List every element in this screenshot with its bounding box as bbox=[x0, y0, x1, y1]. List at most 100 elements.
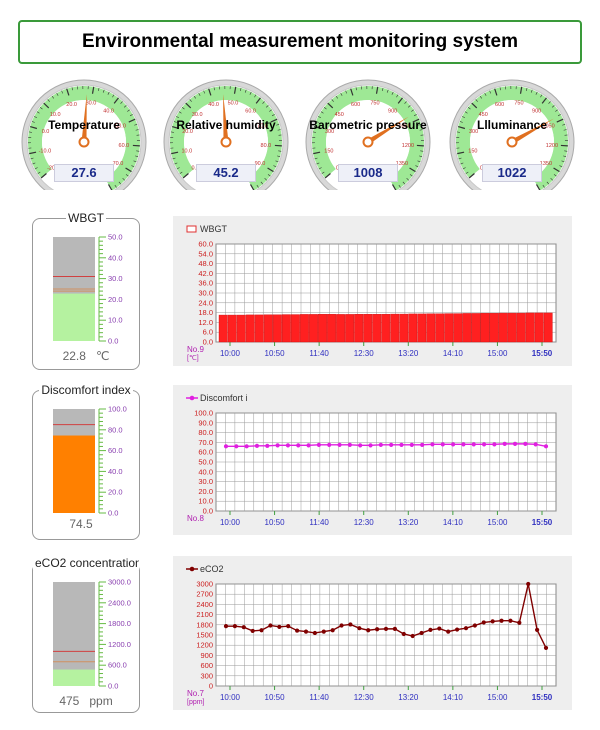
gauge-tick-label: 600 bbox=[495, 102, 504, 108]
data-point bbox=[420, 442, 425, 447]
gauge-tick-label: 40.0 bbox=[103, 108, 114, 114]
data-bar bbox=[381, 314, 391, 343]
page-title: Environmental measurement monitoring sys… bbox=[81, 31, 519, 52]
data-point bbox=[533, 442, 538, 447]
x-tick-label: 14:10 bbox=[443, 349, 464, 358]
data-bar bbox=[263, 314, 273, 343]
gauge-tick bbox=[456, 131, 460, 133]
wbgt-chart: 60.0 54.0 48.0 42.0 36.0 30.0 24.0 18.0 12.0 6.0 0… bbox=[173, 216, 572, 366]
gauge-tick bbox=[406, 178, 410, 181]
data-point bbox=[223, 624, 229, 629]
gauge-tick bbox=[468, 173, 475, 179]
gauge-tick-label: 1350 bbox=[540, 161, 552, 167]
gauge-tick bbox=[563, 155, 567, 157]
gauge-tick-label: 10.0 bbox=[50, 112, 61, 118]
gauge-tick bbox=[316, 162, 320, 165]
gauge-tick bbox=[556, 118, 564, 123]
wbgt-meter-panel: WBGT 50.0 40.0 30.0 20.0 10.0 0.0 22.8 ℃ bbox=[32, 211, 140, 370]
gauge-tick bbox=[391, 184, 397, 190]
gauge-tick bbox=[208, 88, 212, 96]
x-tick-label: 15:00 bbox=[487, 518, 508, 527]
gauge-tick bbox=[51, 95, 54, 99]
data-point bbox=[339, 623, 344, 628]
gauge-tick bbox=[314, 125, 322, 130]
data-bar bbox=[390, 313, 400, 343]
gauge-tick bbox=[172, 157, 176, 160]
x-tick-label: 12:30 bbox=[354, 349, 375, 358]
x-tick-label: 10:50 bbox=[265, 349, 286, 358]
gauge-value: 27.6 bbox=[54, 164, 114, 182]
y-tick-label: 80.0 bbox=[198, 428, 213, 437]
gauge-tick bbox=[176, 116, 179, 119]
eco2-chart: 3000 2700 2400 2100 1800 1500 1200 900 600 300 0 eC… bbox=[173, 556, 572, 710]
data-point bbox=[254, 443, 260, 448]
data-point bbox=[223, 444, 229, 449]
gauge-tick bbox=[131, 165, 135, 168]
gauge-tick bbox=[260, 181, 264, 185]
gauge-tick bbox=[542, 184, 545, 188]
meter-scale-label: 0.0 bbox=[108, 337, 118, 346]
x-tick-label: 13:20 bbox=[398, 693, 419, 702]
data-bar bbox=[300, 314, 309, 343]
data-point bbox=[526, 581, 531, 587]
data-point bbox=[512, 441, 518, 446]
discomfort-meter-panel: Discomfort index 100.0 80.0 60.0 40.0 20.0 0.… bbox=[32, 383, 140, 540]
meter-scale-label: 10.0 bbox=[108, 316, 123, 325]
gauge-tick bbox=[203, 90, 206, 94]
gauge-tick bbox=[71, 87, 73, 91]
gauge-tick bbox=[413, 114, 417, 117]
y-tick-label: 0.0 bbox=[203, 507, 213, 516]
gauge-tick bbox=[412, 118, 420, 123]
gauge-tick bbox=[323, 106, 327, 110]
legend-label: Discomfort i bbox=[200, 393, 248, 403]
gauge-tick-label: 450 bbox=[479, 112, 488, 118]
gauge-tick bbox=[133, 160, 137, 163]
gauge-tick bbox=[415, 165, 419, 168]
data-bar bbox=[417, 313, 427, 343]
gauge-tick bbox=[112, 94, 115, 98]
data-point bbox=[392, 626, 397, 631]
data-point bbox=[375, 627, 380, 632]
data-point bbox=[277, 624, 282, 629]
gauge-tick bbox=[555, 109, 558, 112]
gauge-tick-label: 1200 bbox=[546, 143, 558, 149]
data-point bbox=[419, 630, 424, 636]
y-tick-label: 1500 bbox=[196, 631, 213, 640]
gauge-tick bbox=[564, 150, 568, 152]
y-tick-label: 24.0 bbox=[198, 298, 213, 307]
gauge-tick bbox=[107, 91, 110, 95]
data-point bbox=[316, 442, 322, 447]
gauge-tick bbox=[418, 124, 422, 126]
data-bar bbox=[218, 314, 228, 343]
meter-background bbox=[53, 582, 95, 686]
data-bar bbox=[336, 314, 345, 343]
gauge-tick bbox=[172, 125, 180, 130]
meter-fill bbox=[53, 669, 95, 686]
gauge-tick bbox=[479, 95, 482, 99]
y-tick-label: 1200 bbox=[196, 641, 213, 650]
corner-label: No.8 bbox=[187, 514, 204, 523]
gauge-tick bbox=[559, 165, 563, 168]
gauge-tick bbox=[129, 114, 133, 117]
gauge-tick bbox=[32, 162, 36, 165]
panel-title: Discomfort index bbox=[39, 383, 133, 397]
gauge-tick-label: 1050 bbox=[542, 124, 554, 130]
gauge-value: 1022 bbox=[482, 164, 542, 182]
data-point bbox=[430, 442, 435, 447]
gauge-tick-label: 600 bbox=[351, 102, 360, 108]
meter-fill bbox=[53, 435, 95, 513]
x-tick-label: 12:30 bbox=[354, 518, 375, 527]
y-tick-label: 50.0 bbox=[198, 458, 213, 467]
gauge-tick bbox=[171, 151, 179, 155]
gauge-tick bbox=[256, 184, 259, 188]
data-point bbox=[234, 444, 239, 449]
data-bar bbox=[236, 314, 246, 343]
gauge-tick bbox=[460, 162, 464, 165]
data-point bbox=[490, 619, 495, 624]
gauge-needle bbox=[223, 94, 229, 143]
data-bar bbox=[309, 314, 318, 343]
gauge-tick bbox=[179, 171, 183, 174]
gauge-tick bbox=[30, 157, 34, 160]
data-point bbox=[347, 442, 352, 447]
data-bar bbox=[480, 313, 490, 343]
